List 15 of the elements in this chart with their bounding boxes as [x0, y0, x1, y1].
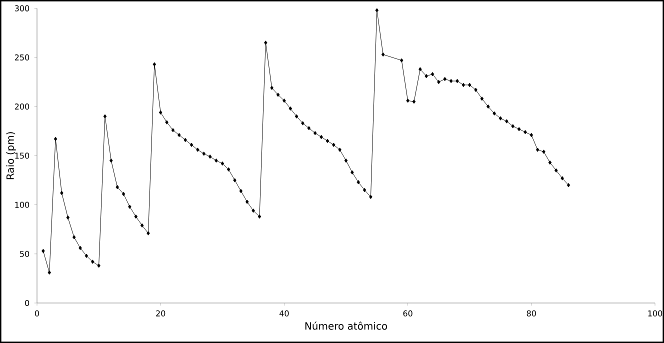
x-tick-label: 60 — [403, 310, 412, 316]
x-tick-label: 40 — [280, 310, 289, 316]
y-axis-title: Raio (pm) — [6, 132, 16, 180]
y-tick-label: 200 — [14, 104, 30, 110]
y-tick-label: 100 — [15, 202, 30, 208]
x-axis-title: Número atômico — [305, 322, 388, 330]
y-tick-label: 250 — [14, 54, 30, 60]
y-tick-label: 300 — [14, 5, 30, 12]
y-tick-label: 50 — [20, 250, 30, 257]
x-tick-label: 80 — [526, 310, 536, 316]
x-tick-label: 0 — [34, 310, 40, 316]
x-tick-label: 100 — [648, 310, 662, 316]
y-tick-label: 0 — [25, 300, 30, 306]
x-tick-label: 20 — [156, 310, 166, 316]
y-tick-label: 150 — [15, 152, 30, 159]
